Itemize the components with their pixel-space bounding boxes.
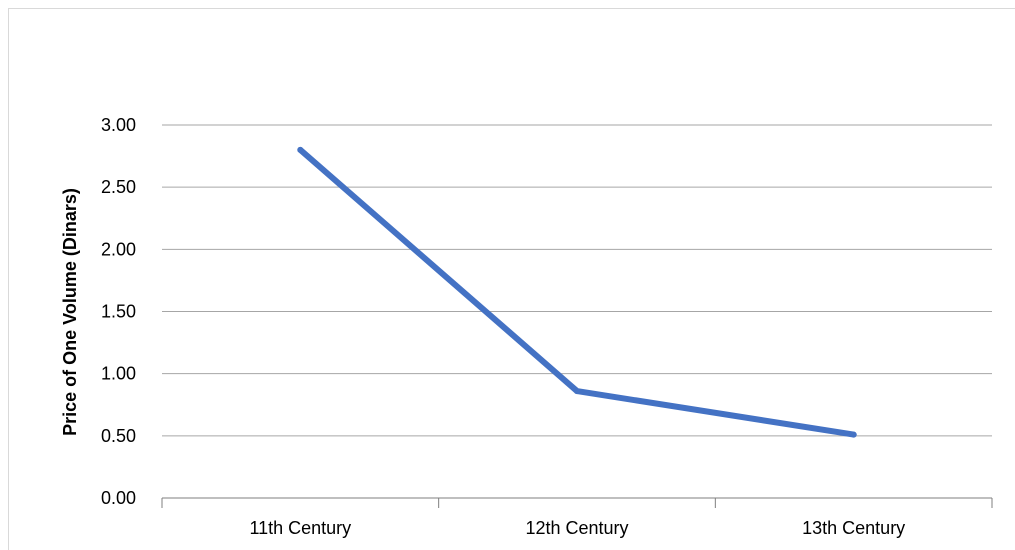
- y-axis-ticks: 0.00 0.50 1.00 1.50 2.00 2.50 3.00: [101, 115, 136, 508]
- y-tick-label: 2.50: [101, 177, 136, 197]
- series-layer: [297, 146, 857, 438]
- x-tick-label: 13th Century: [802, 518, 905, 538]
- x-axis-ticks: 11th Century 12th Century 13th Century: [249, 518, 905, 538]
- y-tick-label: 0.50: [101, 426, 136, 446]
- data-point: [850, 431, 857, 438]
- x-tick-label: 11th Century: [249, 518, 351, 538]
- chart-frame: [8, 8, 1015, 550]
- data-point: [297, 146, 304, 153]
- y-tick-label: 2.00: [101, 239, 136, 259]
- y-tick-label: 1.50: [101, 302, 136, 322]
- x-axis: [161, 497, 993, 508]
- y-axis-title: Price of One Volume (Dinars): [60, 188, 80, 436]
- x-tick-label: 12th Century: [525, 518, 628, 538]
- data-point: [574, 388, 580, 395]
- y-tick-label: 3.00: [101, 115, 136, 135]
- y-tick-label: 0.00: [101, 488, 136, 508]
- y-tick-label: 1.00: [101, 364, 136, 384]
